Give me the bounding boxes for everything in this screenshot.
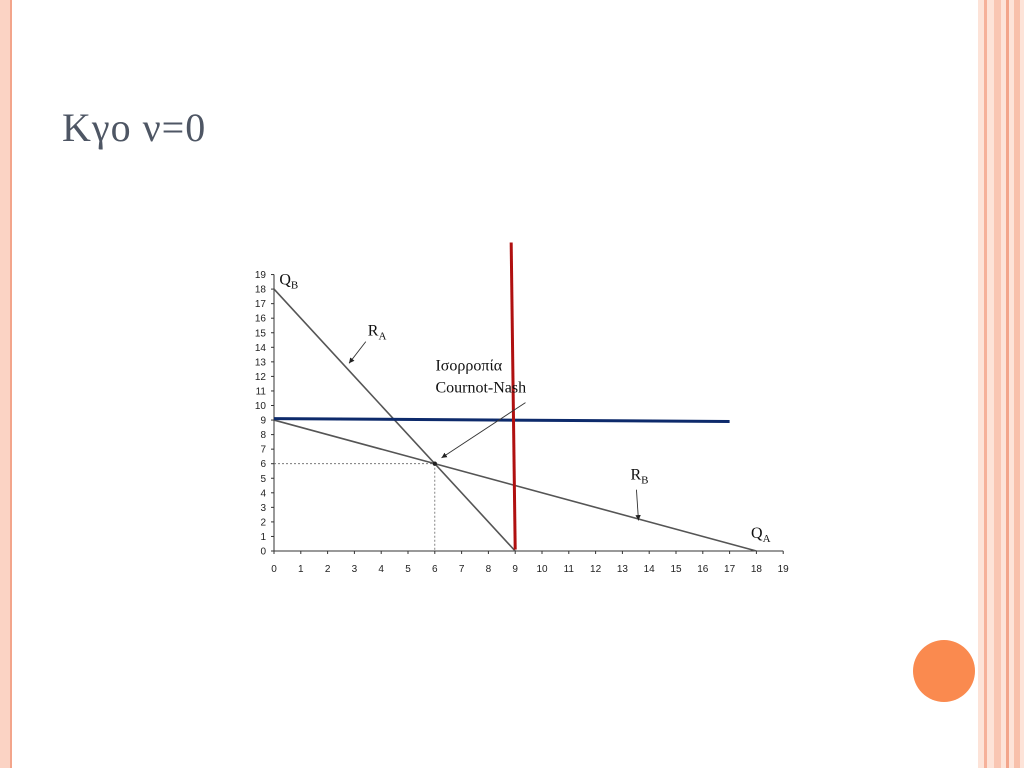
equilibrium-point — [432, 461, 437, 466]
annotation-arrow-rb-label — [635, 489, 641, 521]
accent-orb-icon — [913, 640, 975, 702]
x-tick-label: 1 — [298, 564, 304, 575]
y-tick-label: 2 — [260, 517, 266, 528]
annotation-cn-label-line: Ισορροπία — [435, 358, 502, 375]
annotation-rb-label: RB — [630, 467, 648, 487]
y-tick-label: 4 — [260, 488, 266, 499]
frame-stripe — [984, 0, 987, 768]
y-tick-label: 0 — [260, 547, 266, 558]
x-tick-label: 5 — [405, 564, 411, 575]
annotation-arrow-cn-label — [441, 402, 526, 459]
frame-stripe — [1006, 0, 1009, 768]
x-tick-label: 15 — [670, 564, 682, 575]
y-tick-label: 14 — [255, 343, 267, 354]
series-vertical-red — [509, 242, 517, 550]
x-tick-label: 13 — [617, 564, 629, 575]
slide-frame-left — [0, 0, 10, 768]
x-tick-label: 18 — [751, 564, 763, 575]
y-tick-label: 10 — [255, 401, 267, 412]
y-tick-label: 18 — [255, 285, 267, 296]
y-tick-label: 8 — [260, 430, 266, 441]
x-tick-label: 6 — [432, 564, 438, 575]
y-tick-label: 12 — [255, 372, 267, 383]
x-tick-label: 19 — [778, 564, 790, 575]
y-tick-label: 5 — [260, 474, 266, 485]
x-tick-label: 8 — [486, 564, 492, 575]
x-tick-label: 12 — [590, 564, 602, 575]
y-tick-label: 6 — [260, 459, 266, 470]
x-tick-label: 2 — [325, 564, 331, 575]
y-tick-label: 1 — [260, 532, 266, 543]
x-tick-label: 0 — [271, 564, 277, 575]
y-tick-label: 7 — [260, 445, 266, 456]
y-tick-label: 15 — [255, 328, 267, 339]
annotation-arrow-ra-label — [348, 341, 367, 364]
annotation-ra-label: RA — [368, 323, 387, 343]
y-tick-label: 19 — [255, 270, 267, 281]
x-tick-label: 10 — [536, 564, 548, 575]
x-tick-label: 11 — [564, 564, 575, 575]
x-tick-label: 9 — [512, 564, 518, 575]
x-tick-label: 7 — [459, 564, 465, 575]
slide-frame-right — [978, 0, 1024, 768]
x-tick-label: 17 — [724, 564, 736, 575]
axis-label-qa: QA — [751, 525, 771, 545]
y-tick-label: 17 — [255, 299, 267, 310]
frame-stripe — [994, 0, 1001, 768]
axis-label-qb: QB — [279, 272, 298, 292]
series-horizontal-blue — [273, 417, 730, 424]
frame-stripe — [1014, 0, 1020, 768]
slide-title: Κγο ν=0 — [62, 105, 207, 150]
y-tick-label: 9 — [260, 416, 266, 427]
x-tick-label: 3 — [352, 564, 358, 575]
annotation-cn-label-line: Cournot-Nash — [435, 380, 526, 397]
y-tick-label: 13 — [255, 357, 267, 368]
x-tick-label: 14 — [644, 564, 656, 575]
x-tick-label: 16 — [697, 564, 709, 575]
y-tick-label: 16 — [255, 314, 267, 325]
y-tick-label: 11 — [256, 386, 267, 397]
slide-frame-left-line — [10, 0, 12, 768]
x-tick-label: 4 — [378, 564, 384, 575]
y-tick-label: 3 — [260, 503, 266, 514]
